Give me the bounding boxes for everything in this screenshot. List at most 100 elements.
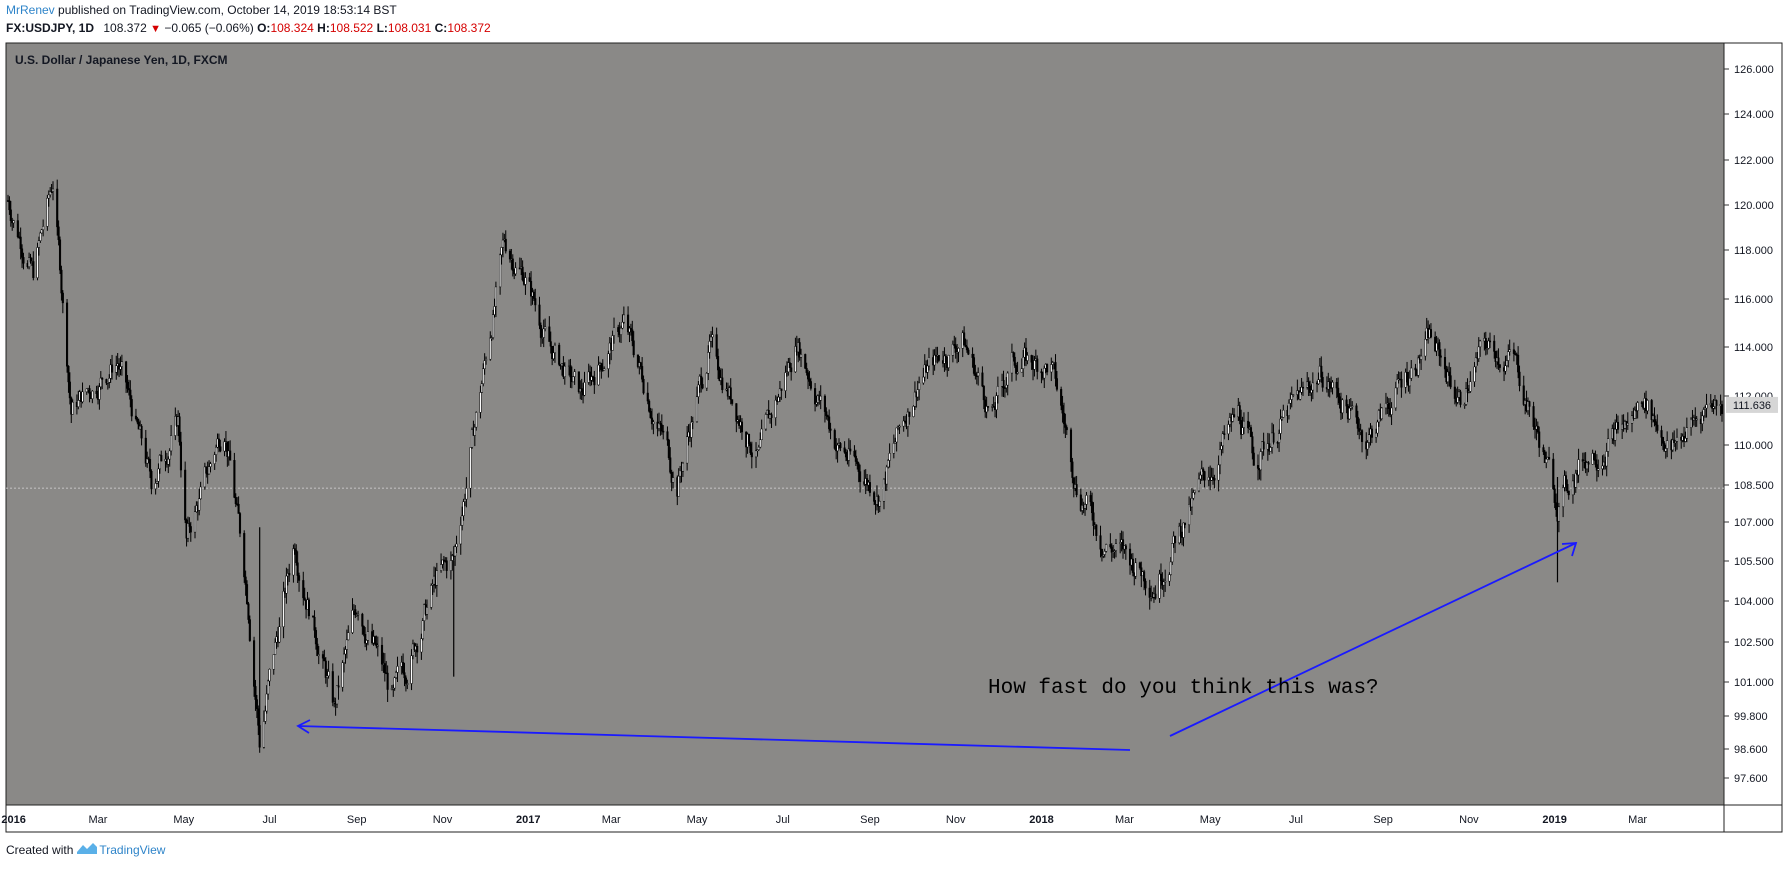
- candle-body: [47, 194, 50, 199]
- candle-body: [902, 420, 905, 427]
- x-tick-label: Jul: [262, 814, 276, 826]
- candle-body: [445, 560, 448, 571]
- x-tick-label: Sep: [1373, 814, 1393, 826]
- candle-body: [1653, 415, 1656, 422]
- candle-body: [255, 699, 258, 709]
- candle-body: [1164, 580, 1167, 583]
- candle-body: [331, 671, 334, 703]
- candle-body: [1538, 431, 1541, 448]
- candle-body: [521, 266, 524, 281]
- candle-body: [1474, 357, 1477, 368]
- candle-body: [154, 483, 157, 490]
- candle-body: [302, 580, 305, 599]
- candle-body: [1192, 492, 1195, 499]
- candle-body: [572, 376, 575, 383]
- candle-body: [996, 386, 999, 396]
- candle-body: [393, 677, 396, 689]
- candle-body: [296, 562, 299, 576]
- candle-body: [1100, 548, 1103, 557]
- candle-body: [589, 371, 592, 381]
- candle-body: [1310, 389, 1313, 393]
- candle-body: [1384, 402, 1387, 409]
- candle-body: [1084, 504, 1087, 509]
- candle-body: [1684, 438, 1687, 442]
- candle-body: [1614, 428, 1617, 441]
- candle-body: [1287, 402, 1290, 416]
- tradingview-link[interactable]: TradingView: [99, 842, 166, 857]
- candle-body: [1335, 382, 1338, 389]
- candle-body: [1272, 432, 1275, 443]
- candle-body: [747, 434, 751, 444]
- candle-body: [603, 368, 606, 371]
- candle-body: [479, 392, 482, 413]
- author-link[interactable]: MrRenev: [6, 3, 55, 17]
- candle-body: [58, 239, 62, 271]
- candle-body: [146, 458, 149, 464]
- price-axis[interactable]: [1723, 42, 1783, 833]
- candle-body: [591, 376, 594, 378]
- candle-body: [1376, 421, 1379, 434]
- candle-body: [1203, 471, 1206, 481]
- x-tick-label: 2017: [516, 814, 540, 826]
- candle-body: [1311, 382, 1314, 391]
- candle-body: [1514, 353, 1517, 355]
- candle-body: [247, 603, 250, 620]
- candle-body: [1522, 385, 1525, 405]
- candle-body: [233, 460, 236, 498]
- candle-body: [532, 291, 535, 299]
- candle-body: [866, 478, 869, 486]
- candle-body: [639, 362, 642, 367]
- candle-body: [501, 239, 504, 248]
- candle-body: [679, 470, 682, 477]
- candle-body: [735, 403, 738, 422]
- candle-body: [809, 381, 812, 389]
- candle-body: [129, 389, 132, 400]
- candle-body: [756, 449, 759, 452]
- candle-body: [859, 471, 862, 482]
- candle-body: [485, 358, 488, 361]
- candle-body: [1498, 364, 1501, 368]
- candle-body: [430, 585, 433, 608]
- candle-body: [110, 364, 114, 373]
- x-tick-label: Jul: [776, 814, 790, 826]
- candle-body: [337, 685, 340, 688]
- candle-body: [629, 327, 632, 331]
- candle-body: [254, 686, 257, 700]
- candle-body: [174, 416, 177, 436]
- y-tick-label: 108.500: [1734, 480, 1774, 492]
- arrow-to-2016-low: [297, 725, 1131, 751]
- candle-body: [1173, 535, 1177, 544]
- candle-body: [462, 501, 465, 517]
- chart-pane[interactable]: [5, 42, 1725, 806]
- candle-body: [1542, 447, 1545, 453]
- candle-body: [686, 436, 689, 464]
- candle-body: [101, 377, 104, 380]
- candle-body: [473, 426, 476, 436]
- candle-body: [947, 355, 950, 368]
- y-tick-label: 104.000: [1734, 596, 1774, 608]
- candle-body: [898, 425, 901, 428]
- candle-body: [37, 240, 40, 248]
- candle-body: [1694, 417, 1697, 420]
- candle-body: [1507, 351, 1510, 361]
- candle-body: [1587, 462, 1590, 465]
- candle-body: [209, 463, 212, 467]
- candle-body: [243, 533, 246, 578]
- candle-body: [1183, 522, 1186, 526]
- candle-body: [788, 362, 791, 369]
- candle-body: [262, 721, 265, 748]
- candle-body: [1543, 451, 1546, 463]
- candle-body: [856, 461, 859, 464]
- candle-body: [380, 644, 384, 665]
- candle-body: [731, 399, 734, 404]
- y-axis-ticks: 126.000 124.000 122.000 120.000 118.000 116.0…: [1724, 64, 1774, 785]
- candle-body: [1211, 477, 1215, 479]
- candle-body: [597, 364, 600, 386]
- candle-body: [878, 500, 881, 507]
- candle-body: [1493, 340, 1496, 352]
- candle-body: [1435, 342, 1438, 352]
- candle-body: [416, 646, 419, 653]
- candle-body: [885, 466, 888, 485]
- x-tick-label: Mar: [602, 814, 621, 826]
